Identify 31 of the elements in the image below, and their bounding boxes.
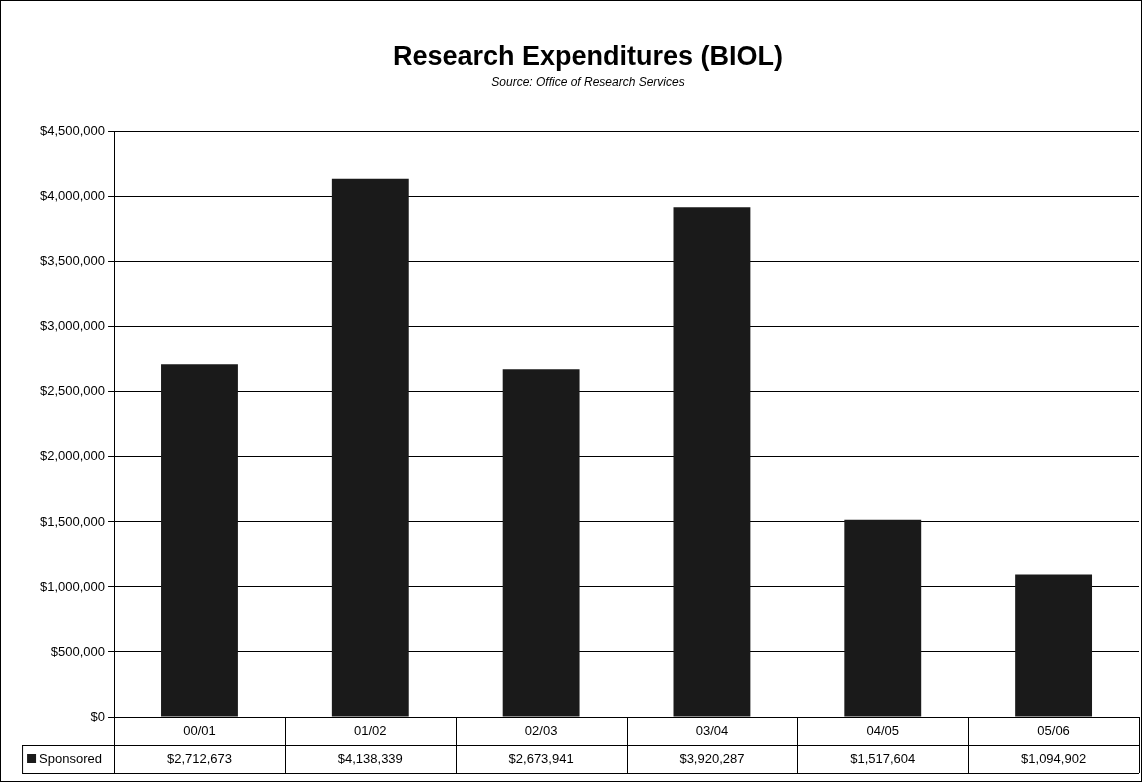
y-tick-label: $2,500,000 bbox=[39, 383, 106, 399]
x-tick-label: 05/06 bbox=[1037, 722, 1070, 738]
bar bbox=[161, 364, 238, 717]
chart-title: Research Expenditures (BIOL) bbox=[392, 40, 784, 71]
data-label: $3,920,287 bbox=[679, 750, 745, 766]
y-tick-label: $4,000,000 bbox=[39, 188, 106, 204]
bar bbox=[1015, 574, 1093, 717]
legend-label: Sponsored bbox=[39, 750, 102, 766]
data-label: $1,517,604 bbox=[850, 750, 916, 766]
x-tick-label: 00/01 bbox=[183, 722, 216, 738]
y-tick-label: $3,500,000 bbox=[39, 253, 106, 269]
y-tick-label: $500,000 bbox=[50, 643, 106, 659]
bar bbox=[844, 519, 922, 717]
y-tick-label: $1,500,000 bbox=[39, 513, 106, 529]
data-label: $2,673,941 bbox=[508, 750, 574, 766]
data-label: $2,712,673 bbox=[166, 750, 233, 766]
bar bbox=[331, 178, 409, 717]
x-tick-label: 02/03 bbox=[524, 722, 558, 738]
y-tick-label: $2,000,000 bbox=[39, 448, 106, 464]
y-tick-label: $3,000,000 bbox=[39, 318, 106, 334]
bar bbox=[502, 369, 580, 717]
bar bbox=[673, 207, 751, 717]
chart-subtitle: Source: Office of Research Services bbox=[491, 74, 685, 89]
data-label: $4,138,339 bbox=[337, 750, 403, 766]
data-label: $1,094,902 bbox=[1021, 750, 1087, 766]
x-tick-label: 03/04 bbox=[695, 722, 729, 738]
y-tick-label: $0 bbox=[90, 708, 106, 724]
y-tick-label: $4,500,000 bbox=[39, 123, 106, 139]
x-tick-label: 04/05 bbox=[866, 722, 900, 738]
x-tick-label: 01/02 bbox=[354, 722, 387, 738]
y-tick-label: $1,000,000 bbox=[39, 578, 106, 594]
